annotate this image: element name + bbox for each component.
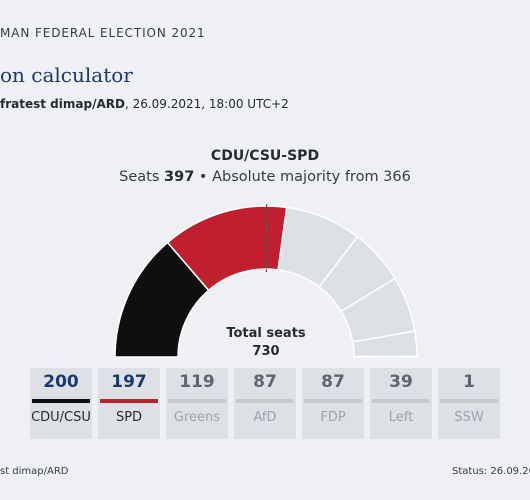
party-name: FDP <box>320 410 346 425</box>
party-color-bar <box>168 399 226 403</box>
seat-segment-ssw[interactable] <box>353 355 418 358</box>
party-card-greens[interactable]: 119 Greens <box>166 368 228 439</box>
majority-text: • Absolute majority from 366 <box>198 169 411 185</box>
source-name: fratest dimap/ARD <box>0 97 125 111</box>
party-color-bar <box>100 399 158 403</box>
party-card-afd[interactable]: 87 AfD <box>234 368 296 439</box>
party-seats: 119 <box>179 372 215 392</box>
party-name: AfD <box>253 410 277 425</box>
party-color-bar <box>236 399 294 403</box>
party-name: Greens <box>173 410 221 425</box>
party-color-bar <box>32 399 90 403</box>
footer-status: Status: 26.09.202 <box>452 466 530 477</box>
seats-count: 397 <box>164 169 195 185</box>
party-seats: 39 <box>389 372 413 392</box>
party-seats: 1 <box>463 372 475 392</box>
party-card-cdu-csu[interactable]: 200 CDU/CSU <box>30 368 92 439</box>
party-seats: 87 <box>321 372 345 392</box>
source-line: fratest dimap/ARD, 26.09.2021, 18:00 UTC… <box>0 97 289 111</box>
party-card-fdp[interactable]: 87 FDP <box>302 368 364 439</box>
total-seats: Total seats 730 <box>216 325 316 361</box>
seat-segments <box>114 205 418 358</box>
seats-label: Seats <box>119 169 160 185</box>
party-card-ssw[interactable]: 1 SSW <box>438 368 500 439</box>
page-kicker: MAN FEDERAL ELECTION 2021 <box>0 26 206 40</box>
party-seats: 197 <box>111 372 147 392</box>
party-seats: 87 <box>253 372 277 392</box>
party-name: SSW <box>454 410 484 425</box>
party-card-left[interactable]: 39 Left <box>370 368 432 439</box>
total-seats-value: 730 <box>252 344 280 359</box>
party-color-bar <box>440 399 498 403</box>
party-color-bar <box>304 399 362 403</box>
source-date: , 26.09.2021, 18:00 UTC+2 <box>124 97 289 111</box>
party-name: Left <box>388 410 414 425</box>
party-seats: 200 <box>43 372 79 392</box>
total-seats-label: Total seats <box>226 326 306 341</box>
coalition-name: CDU/CSU-SPD <box>210 148 320 164</box>
party-card-spd[interactable]: 197 SPD <box>98 368 160 439</box>
party-name: CDU/CSU <box>31 410 91 425</box>
footer-source: st dimap/ARD <box>0 466 69 477</box>
seats-summary: Seats 397 • Absolute majority from 366 <box>0 169 530 185</box>
page-title: on calculator <box>0 63 133 87</box>
party-name: SPD <box>115 410 143 425</box>
party-color-bar <box>372 399 430 403</box>
